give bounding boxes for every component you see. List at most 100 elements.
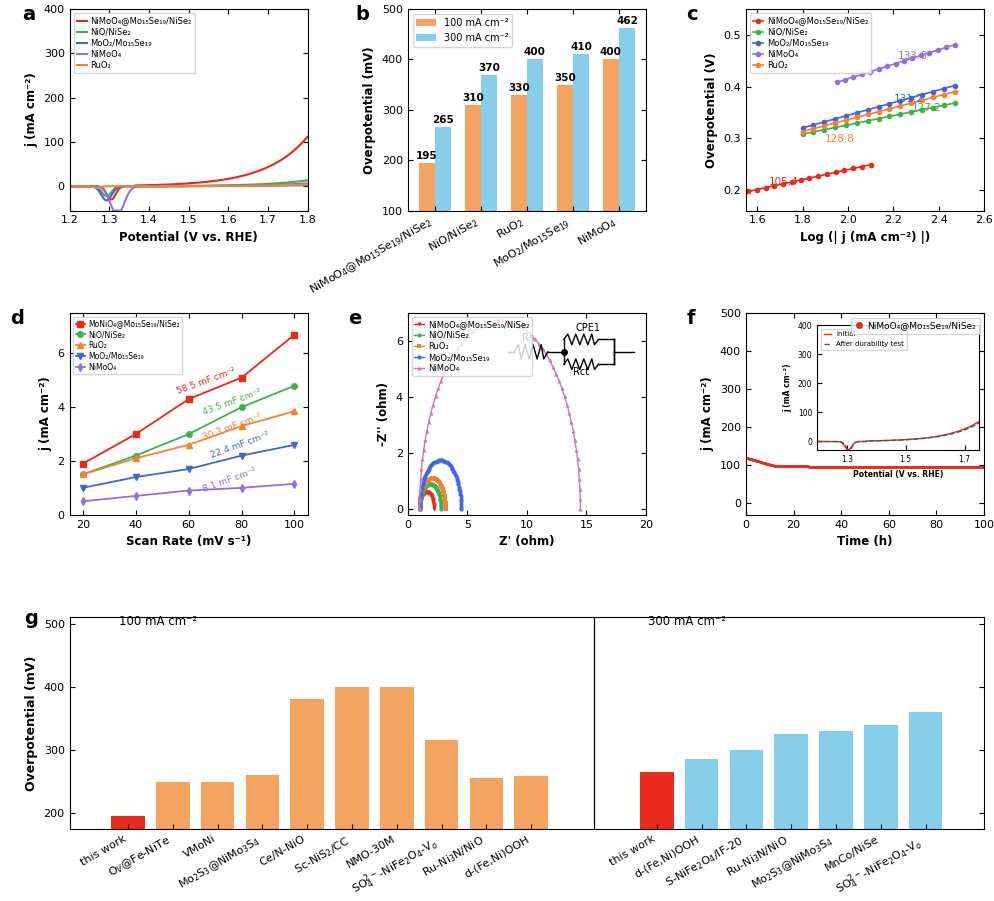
NiMoO₄	[77, 496, 88, 506]
Text: 133.6: 133.6	[898, 51, 927, 61]
RuO₂	[426, 473, 438, 484]
MoO₂/Mo₁₅Se₁₉	[100, 195, 112, 205]
NiMoO₄	[302, 180, 314, 191]
NiMoO₄@Mo₁₅Se₁₉/NiSe₂	[205, 176, 217, 187]
NiMoO₄	[931, 45, 943, 56]
NiO/NiSe₂	[884, 111, 896, 122]
NiO/NiSe₂	[416, 486, 428, 496]
Legend: NiMoO₄@Mo₁₅Se₁₉/NiSe₂, NiO/NiSe₂, MoO₂/Mo₁₅Se₁₉, NiMoO₄, RuO₂: NiMoO₄@Mo₁₅Se₁₉/NiSe₂, NiO/NiSe₂, MoO₂/M…	[750, 14, 872, 73]
NiMoO₄@Mo₁₅Se₁₉/NiSe₂	[812, 170, 824, 181]
MoO₂/Mo₁₅Se₁₉	[862, 105, 874, 115]
NiMoO₄	[105, 202, 117, 213]
NiO/NiSe₂	[130, 450, 142, 461]
NiO/NiSe₂	[419, 482, 431, 493]
Text: g: g	[24, 609, 38, 628]
NiMoO₄	[856, 68, 868, 79]
RuO₂	[829, 118, 841, 129]
MoO₂/Mo₁₅Se₁₉	[416, 478, 428, 489]
Text: 127.2: 127.2	[911, 104, 941, 114]
Bar	[481, 75, 497, 261]
RuO₂	[414, 504, 425, 514]
Y-axis label: j (mA cm⁻²): j (mA cm⁻²)	[702, 377, 715, 451]
NiO/NiSe₂	[415, 491, 427, 502]
MoO₂/Mo₁₅Se₁₉	[302, 178, 314, 189]
NiMoO₄@Mo₁₅Se₁₉/NiSe₂	[821, 168, 833, 179]
MoO₂/Mo₁₅Se₁₉	[796, 123, 808, 133]
RuO₂	[884, 104, 896, 114]
NiMoO₄	[492, 314, 504, 325]
NiO/NiSe₂	[172, 180, 184, 191]
MoO₂/Mo₁₅Se₁₉	[423, 462, 435, 473]
NiO/NiSe₂	[829, 122, 841, 132]
NiO/NiSe₂	[862, 115, 874, 126]
Bar	[511, 95, 527, 261]
Bar	[335, 687, 369, 901]
NiMoO₄@Mo₁₅Se₁₉/NiSe₂	[847, 163, 859, 174]
Line: NiO/NiSe₂: NiO/NiSe₂	[417, 482, 443, 511]
Bar	[201, 781, 235, 901]
NiO/NiSe₂	[302, 175, 314, 186]
Text: 370: 370	[478, 62, 500, 72]
Text: 22.4 mF cm⁻²: 22.4 mF cm⁻²	[210, 431, 270, 460]
MoO₂/Mo₁₅Se₁₉	[895, 96, 907, 106]
NiMoO₄	[172, 181, 184, 192]
NiO/NiSe₂	[948, 97, 960, 108]
Y-axis label: Overpotential (mV): Overpotential (mV)	[25, 655, 38, 791]
RuO₂	[873, 106, 885, 117]
NiMoO₄	[64, 181, 76, 192]
MoO₂/Mo₁₅Se₁₉	[840, 111, 852, 122]
RuO₂	[906, 97, 917, 108]
NiMoO₄	[865, 67, 877, 77]
NiMoO₄	[898, 56, 910, 67]
NiO/NiSe₂	[424, 478, 436, 489]
Text: 350: 350	[554, 73, 576, 83]
NiMoO₄	[438, 369, 450, 379]
RuO₂	[130, 453, 142, 464]
NiMoO₄@Mo₁₅Se₁₉/NiSe₂	[417, 489, 429, 500]
NiO/NiSe₂	[906, 106, 917, 117]
NiMoO₄@Mo₁₅Se₁₉/NiSe₂	[759, 182, 771, 193]
MoO₂/Mo₁₅Se₁₉	[443, 460, 455, 470]
Text: 105.4: 105.4	[768, 177, 798, 187]
NiMoO₄	[455, 339, 467, 350]
NiO/NiSe₂	[418, 482, 430, 493]
MoO₂/Mo₁₅Se₁₉	[125, 181, 137, 192]
Line: MoO₂/Mo₁₅Se₁₉: MoO₂/Mo₁₅Se₁₉	[81, 442, 297, 491]
MoO₂/Mo₁₅Se₁₉	[829, 114, 841, 124]
MoO₂/Mo₁₅Se₁₉	[807, 120, 819, 131]
Bar	[290, 699, 324, 901]
Text: 400: 400	[600, 48, 622, 58]
Bar	[909, 712, 942, 901]
MoO₂/Mo₁₅Se₁₉	[455, 504, 467, 514]
RuO₂	[895, 101, 907, 112]
MoO₂/Mo₁₅Se₁₉	[183, 464, 195, 475]
RuO₂	[420, 477, 432, 487]
NiO/NiSe₂	[244, 179, 255, 190]
Text: f: f	[687, 309, 695, 328]
Bar	[573, 54, 589, 261]
RuO₂	[415, 488, 427, 499]
RuO₂	[807, 123, 819, 134]
NiO/NiSe₂	[873, 114, 885, 124]
RuO₂	[106, 181, 118, 192]
Bar	[434, 127, 451, 261]
MoO₂/Mo₁₅Se₁₉	[948, 80, 960, 91]
RuO₂	[862, 109, 874, 120]
Text: 8.1 mF cm⁻²: 8.1 mF cm⁻²	[202, 466, 257, 494]
Y-axis label: j (mA cm⁻²): j (mA cm⁻²)	[25, 72, 38, 147]
NiMoO₄	[839, 74, 851, 85]
Line: MoO₂/Mo₁₅Se₁₉: MoO₂/Mo₁₅Se₁₉	[417, 458, 463, 511]
Line: RuO₂: RuO₂	[417, 477, 448, 511]
Text: 128.8: 128.8	[825, 134, 855, 144]
NiMoO₄@Mo₁₅Se₁₉/NiSe₂	[865, 159, 877, 170]
NiMoO₄	[451, 343, 463, 354]
Line: NiMoO₄: NiMoO₄	[835, 42, 956, 85]
MoNiO₄@Mo₁₅Se₁₉/NiSe₂	[183, 394, 195, 405]
MoNiO₄@Mo₁₅Se₁₉/NiSe₂	[130, 429, 142, 440]
NiO/NiSe₂	[106, 186, 118, 196]
RuO₂	[432, 476, 444, 487]
NiMoO₄	[948, 40, 960, 50]
NiO/NiSe₂	[840, 120, 852, 131]
Text: 30.3 mF cm⁻²: 30.3 mF cm⁻²	[202, 412, 263, 441]
NiMoO₄@Mo₁₅Se₁₉/NiSe₂	[768, 180, 780, 191]
